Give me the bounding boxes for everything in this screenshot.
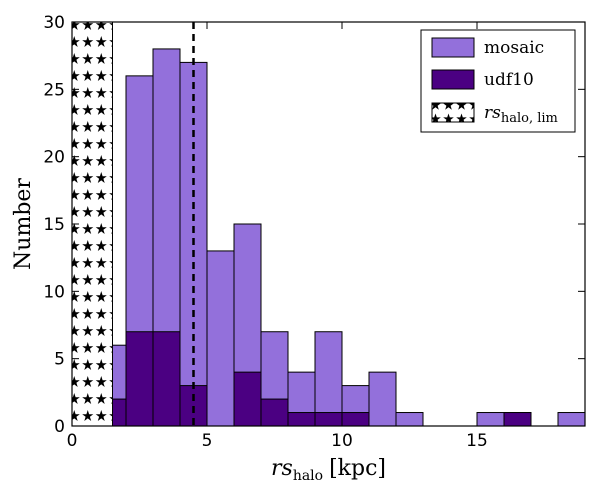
bar-udf10: [287, 412, 316, 427]
y-tick-label: 25: [43, 80, 65, 100]
x-tick-label: 0: [67, 431, 78, 451]
y-tick-label: 0: [54, 417, 65, 437]
bar-mosaic: [395, 412, 424, 427]
y-axis-label: Number: [11, 178, 36, 270]
x-axis-label: rshalo [kpc]: [271, 456, 386, 484]
bar-udf10: [503, 412, 532, 427]
axis-ticks: 0 5 10 15 0 5 10 15 20 25 30: [43, 13, 585, 451]
y-tick-label: 30: [43, 13, 65, 33]
bar-udf10: [260, 398, 289, 427]
y-tick-label: 5: [54, 350, 65, 370]
bar-mosaic: [206, 250, 235, 427]
legend-swatch-mosaic: [431, 37, 475, 58]
legend-swatch-udf10: [431, 69, 475, 90]
x-axis-label-sub: halo: [293, 468, 323, 484]
bar-udf10: [341, 412, 370, 427]
x-tick-label: 10: [331, 431, 353, 451]
legend-label-limit-main: rs: [484, 103, 501, 123]
bar-udf10: [152, 331, 181, 427]
bar-udf10: [125, 331, 154, 427]
y-tick-label: 10: [43, 282, 65, 302]
bar-udf10: [314, 412, 343, 427]
legend-swatch-limit: [431, 102, 475, 123]
legend-label-mosaic: mosaic: [484, 38, 544, 58]
bar-mosaic: [368, 371, 397, 427]
x-axis-label-unit: [kpc]: [329, 456, 386, 481]
legend-label-udf10: udf10: [484, 70, 534, 90]
legend-label-limit: rshalo, lim: [484, 103, 558, 126]
bar-mosaic: [557, 412, 586, 427]
x-tick-label: 5: [202, 431, 213, 451]
legend: mosaic udf10 rshalo, lim: [420, 29, 576, 133]
y-tick-label: 20: [43, 148, 65, 168]
legend-label-limit-sub: halo, lim: [501, 111, 558, 126]
bar-mosaic: [476, 412, 505, 427]
x-axis-label-main: rs: [271, 456, 293, 481]
y-tick-label: 15: [43, 215, 65, 235]
bar-udf10: [233, 371, 262, 427]
bar-mosaic: [314, 331, 343, 427]
x-tick-label: 15: [466, 431, 488, 451]
plot-area: [71, 21, 586, 427]
